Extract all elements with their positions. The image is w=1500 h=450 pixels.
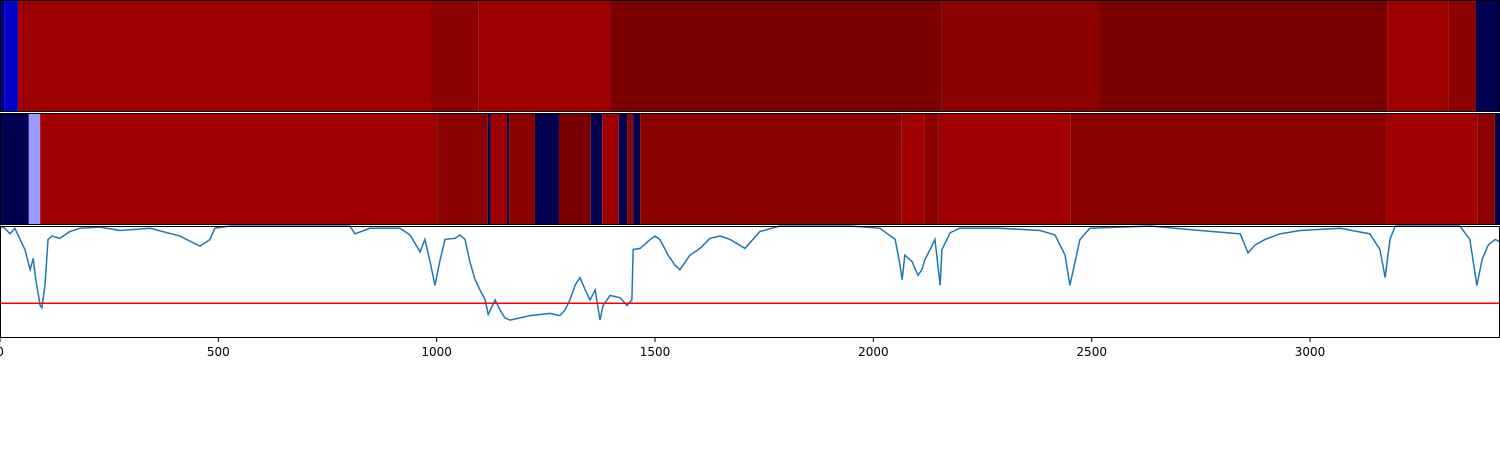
- strip-segment: [1448, 0, 1476, 112]
- strip-segment: [534, 113, 559, 225]
- strip-segment: [437, 113, 488, 225]
- strip-segment: [4, 0, 18, 112]
- strip-segment: [633, 113, 641, 225]
- strip-segment: [1070, 113, 1387, 225]
- x-tick-label: 2000: [858, 345, 889, 359]
- x-tick-label: 500: [207, 345, 230, 359]
- x-tick-label: 2500: [1076, 345, 1107, 359]
- strip-segment: [640, 113, 902, 225]
- strip-segment: [0, 113, 29, 225]
- strip-segment: [558, 113, 591, 225]
- strip-segment: [17, 0, 432, 112]
- strip-segment: [487, 113, 491, 225]
- strip-segment: [901, 113, 925, 225]
- strip-segment: [610, 0, 942, 112]
- strip-segment: [924, 113, 939, 225]
- data-line: [0, 225, 1500, 321]
- x-tick-label: 1500: [640, 345, 671, 359]
- strip-segment: [1494, 113, 1500, 225]
- strip-segment: [509, 113, 535, 225]
- x-tick-label: 3000: [1295, 345, 1326, 359]
- strip-segment: [40, 113, 438, 225]
- strip-segment: [627, 113, 634, 225]
- strip-segment: [28, 113, 41, 225]
- x-tick-label: 1000: [421, 345, 452, 359]
- strip-segment: [602, 113, 619, 225]
- strip-segment: [506, 113, 510, 225]
- strip-segment: [618, 113, 628, 225]
- strip-segment: [478, 0, 611, 112]
- strip-segment: [1386, 113, 1478, 225]
- strip-segment: [1477, 113, 1495, 225]
- strip-segment: [0, 0, 5, 112]
- strip-segment: [431, 0, 479, 112]
- strip-segment: [941, 0, 1100, 112]
- strip-segment: [490, 113, 507, 225]
- strip-segment: [1387, 0, 1449, 112]
- strip-segment: [1100, 0, 1388, 112]
- x-tick-label: 0: [0, 345, 4, 359]
- strip-segment: [938, 113, 1071, 225]
- strip-segment: [590, 113, 603, 225]
- strip-segment: [1475, 0, 1500, 112]
